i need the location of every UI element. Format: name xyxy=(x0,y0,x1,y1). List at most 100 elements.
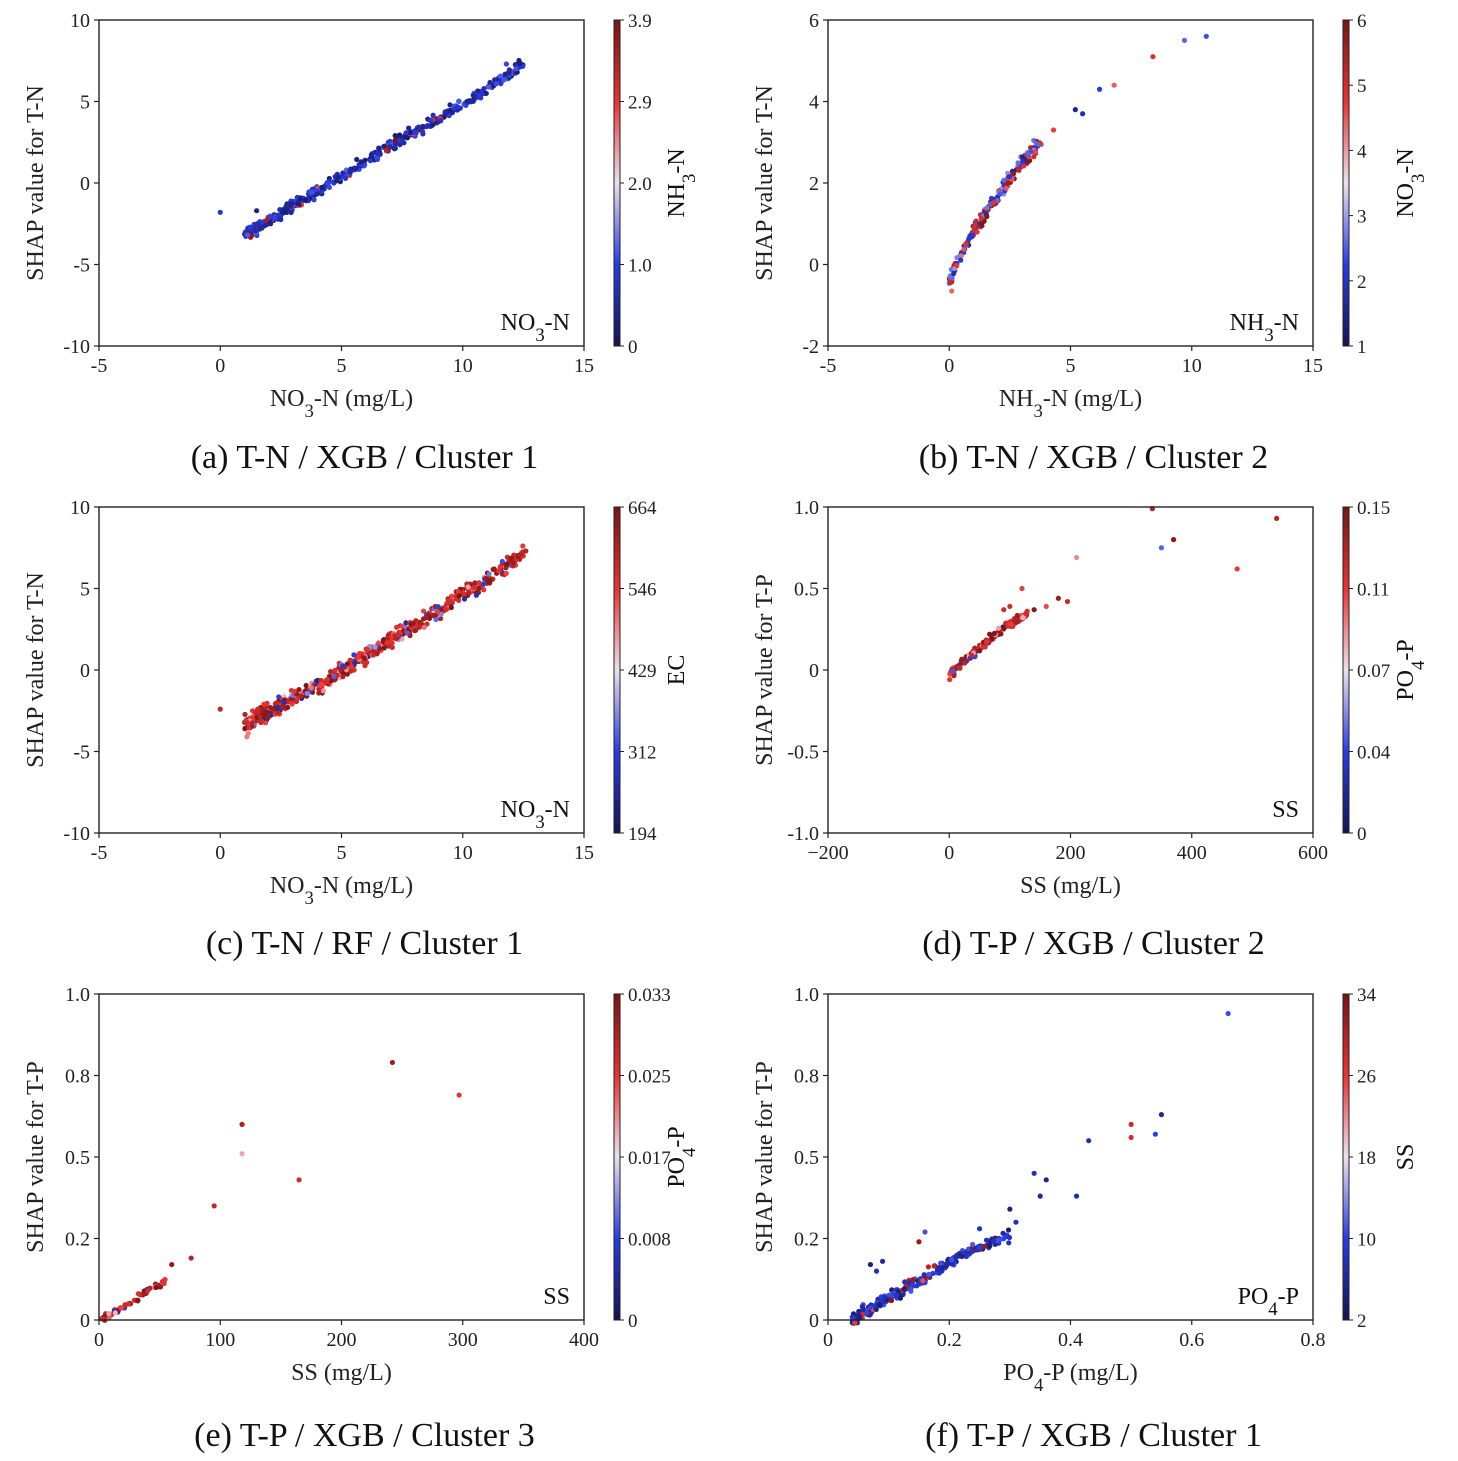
scatter-point xyxy=(1011,170,1017,177)
scatter-point xyxy=(921,1272,927,1278)
scatter-point xyxy=(971,223,977,230)
scatter-point xyxy=(254,208,260,214)
scatter-point xyxy=(987,1243,993,1249)
colorbar-label: PO4-P xyxy=(664,1126,700,1187)
y-tick-label: -1.0 xyxy=(787,823,819,845)
scatter-point xyxy=(239,1121,245,1127)
colorbar-tick-label: 2 xyxy=(1357,272,1367,293)
plot-frame xyxy=(98,993,585,1321)
scatter-point xyxy=(961,246,967,252)
scatter-point xyxy=(931,1263,937,1269)
colorbar xyxy=(613,19,621,347)
scatter-point xyxy=(389,640,395,646)
scatter-point xyxy=(362,157,368,163)
y-tick-label: 2 xyxy=(809,173,819,195)
scatter-point xyxy=(513,66,519,72)
scatter-point xyxy=(288,209,294,215)
scatter-point xyxy=(455,589,461,595)
scatter-point xyxy=(259,219,265,225)
scatter-point xyxy=(298,693,304,699)
scatter-point xyxy=(334,178,340,184)
panel-e: 0 100 200 300 400 0 0.2 0.5 0.8 1.0 SS (mg/L) SHAP … xyxy=(0,974,729,1461)
scatter-point xyxy=(447,102,453,108)
colorbar-tick-label: 429 xyxy=(628,661,657,682)
colorbar-tick-label: 0.008 xyxy=(628,1230,671,1251)
colorbar-tick-label: 2.9 xyxy=(628,93,652,114)
colorbar-tick-label: 0.07 xyxy=(1357,661,1390,682)
plot-frame xyxy=(827,993,1314,1321)
scatter-point xyxy=(389,1059,396,1066)
scatter-point xyxy=(276,694,282,700)
scatter-point xyxy=(331,673,337,679)
scatter-point xyxy=(374,650,381,656)
scatter-point xyxy=(1274,515,1280,522)
scatter-point xyxy=(1019,585,1025,592)
scatter-point xyxy=(501,77,507,83)
scatter-point xyxy=(283,204,289,210)
scatter-point xyxy=(247,224,253,230)
x-tick-label: 15 xyxy=(1303,355,1323,377)
scatter-point xyxy=(106,1310,112,1317)
scatter-point xyxy=(873,1268,880,1274)
scatter-point xyxy=(947,676,953,683)
colorbar-tick-label: 2.0 xyxy=(628,174,652,195)
scatter-point xyxy=(279,704,285,710)
scatter-point xyxy=(976,1244,982,1250)
scatter-point xyxy=(112,1310,118,1316)
scatter-point xyxy=(362,663,368,669)
scatter-point xyxy=(471,93,477,99)
scatter-point xyxy=(916,1281,922,1287)
scatter-point xyxy=(977,648,983,654)
scatter-point xyxy=(979,223,985,229)
scatter-point xyxy=(504,561,510,567)
scatter-point xyxy=(950,1261,956,1267)
scatter-point xyxy=(997,191,1004,197)
scatter-point xyxy=(1014,612,1020,619)
scatter-point xyxy=(1043,1177,1049,1183)
scatter-point xyxy=(1080,111,1086,117)
y-tick-label: 1.0 xyxy=(794,497,819,519)
scatter-point xyxy=(889,1293,895,1299)
scatter-point xyxy=(118,1305,125,1311)
scatter-point xyxy=(385,635,391,642)
scatter-point xyxy=(376,145,382,151)
scatter-point xyxy=(126,1301,132,1307)
colorbar-tick-label: 1.0 xyxy=(628,256,652,277)
scatter-point xyxy=(939,1268,945,1274)
scatter-point xyxy=(958,253,964,259)
scatter-point xyxy=(1037,1193,1043,1199)
scatter-point xyxy=(516,59,522,66)
y-tick-label: 0 xyxy=(809,1310,819,1332)
scatter-point xyxy=(476,585,482,591)
colorbar xyxy=(1342,506,1350,834)
scatter-point xyxy=(401,140,407,146)
scatter-point xyxy=(487,79,493,86)
x-axis-label: PO4-P (mg/L) xyxy=(1003,1360,1137,1396)
scatter-point xyxy=(433,616,439,623)
scatter-point xyxy=(962,660,968,666)
scatter-point xyxy=(860,1306,866,1313)
scatter-point xyxy=(1003,185,1009,191)
x-axis-label: NO3-N (mg/L) xyxy=(270,873,413,909)
colorbar-tick-label: 34 xyxy=(1357,985,1377,1006)
scatter-point xyxy=(1000,1230,1006,1236)
scatter-point xyxy=(1234,566,1240,572)
scatter-point xyxy=(353,165,359,171)
scatter-point xyxy=(291,688,297,694)
colorbar-tick-label: 312 xyxy=(628,743,657,764)
scatter-point xyxy=(1158,1112,1165,1118)
x-tick-label: 5 xyxy=(337,355,347,377)
scatter-point xyxy=(368,152,374,158)
scatter-point xyxy=(354,156,360,163)
scatter-point xyxy=(909,1282,915,1288)
scatter-point xyxy=(1152,1131,1158,1137)
x-tick-label: −200 xyxy=(807,842,848,864)
colorbar-tick-label: 1 xyxy=(1357,337,1367,358)
scatter-point xyxy=(443,606,449,613)
scatter-point xyxy=(344,671,350,677)
y-tick-label: 5 xyxy=(80,92,90,114)
scatter-point xyxy=(499,558,505,565)
colorbar-tick-label: 664 xyxy=(628,498,657,519)
scatter-point xyxy=(449,593,455,599)
scatter-point xyxy=(864,1310,870,1316)
